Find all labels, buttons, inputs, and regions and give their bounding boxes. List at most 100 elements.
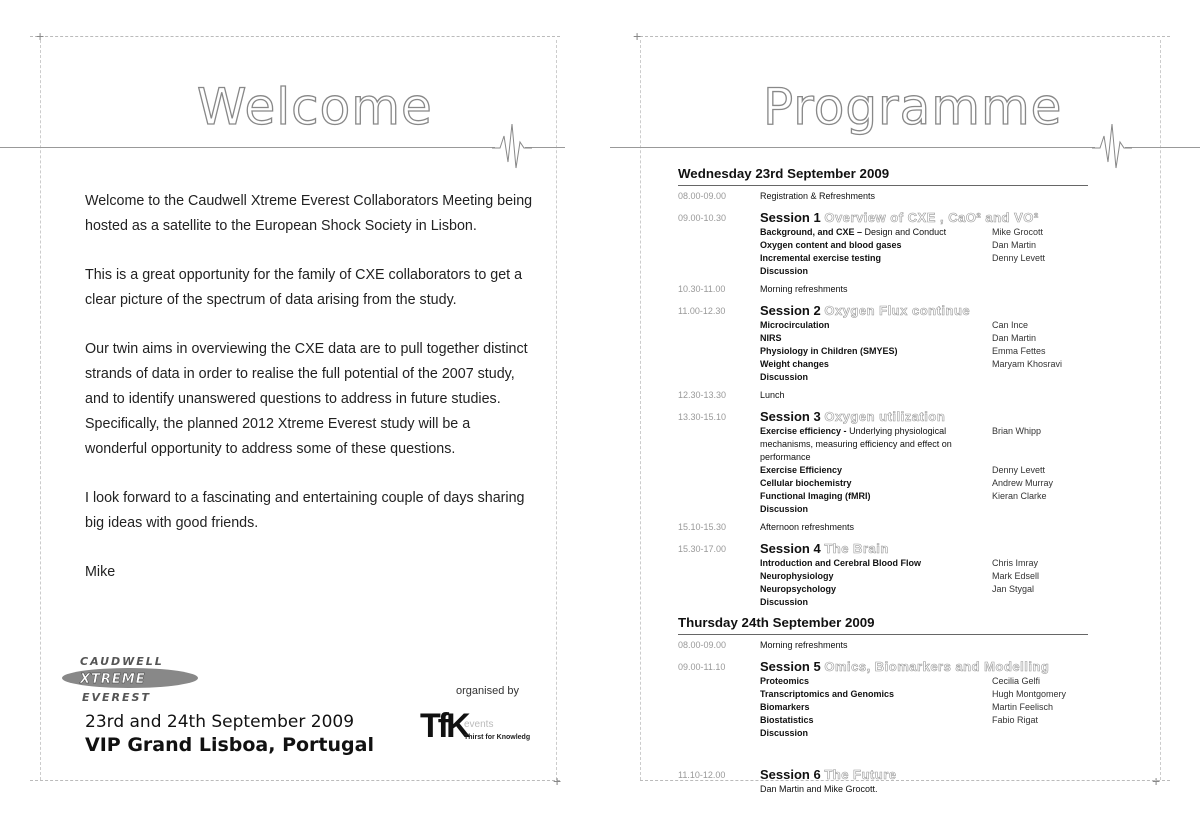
speaker-name: Martin Feelisch	[992, 702, 1054, 712]
registration-mark-icon: +	[553, 773, 562, 789]
session-topic: The Future	[824, 767, 897, 783]
speaker-name: Andrew Murray	[992, 478, 1054, 488]
session-block: 13.30-15.10 Session 3 Oxygen utilization E…	[678, 409, 1088, 516]
talk-item: Transcriptomics and Genomics Hugh Montgo…	[760, 688, 1088, 701]
talk-title: Physiology in Children (SMYES)	[760, 346, 898, 356]
divider	[0, 147, 495, 148]
talk-title: Functional Imaging (fMRI)	[760, 491, 871, 501]
divider	[525, 147, 565, 148]
talk-title: Incremental exercise testing	[760, 253, 882, 263]
crop-line	[640, 780, 1170, 781]
svg-text:EVEREST: EVEREST	[82, 691, 151, 704]
session-topic: Oxygen Flux continue	[824, 303, 971, 319]
talk-title: Introduction and Cerebral Blood Flow	[760, 558, 921, 568]
welcome-title: Welcome	[196, 77, 433, 136]
welcome-paragraph: Welcome to the Caudwell Xtreme Everest C…	[85, 193, 533, 234]
programme-title: Programme	[762, 77, 1063, 136]
session-number: Session 1	[760, 210, 821, 225]
break-time: 08.00-09.00	[678, 640, 727, 650]
speaker-name: Kieran Clarke	[992, 491, 1047, 501]
talk-item: Exercise efficiency - Underlying physiol…	[760, 425, 1088, 464]
talk-detail: Underlying physiological mechanisms, mea…	[760, 426, 952, 462]
break-label: Lunch	[760, 390, 785, 400]
speaker-name: Fabio Rigat	[992, 715, 1039, 725]
break-time: 15.10-15.30	[678, 522, 727, 532]
talk-item: Weight changes Maryam Khosravi	[760, 358, 1088, 371]
svg-text:TfK: TfK	[420, 707, 471, 745]
session-number: Session 2	[760, 303, 821, 318]
session-topic: Omics, Biomarkers and Modelling	[824, 659, 1050, 675]
speaker-name: Chris Imray	[992, 558, 1039, 568]
talk-title: Discussion	[760, 266, 809, 276]
speaker-name: Denny Levett	[992, 253, 1046, 263]
talk-title: Biostatistics	[760, 715, 814, 725]
session-block: 09.00-11.10 Session 5 Omics, Biomarkers a…	[678, 659, 1088, 740]
talk-title: Exercise Efficiency	[760, 465, 843, 475]
session-block: 11.00-12.30 Session 2 Oxygen Flux continu…	[678, 303, 1088, 384]
talk-title: Neurophysiology	[760, 571, 834, 581]
talk-title: Weight changes	[760, 359, 829, 369]
speaker-name: Maryam Khosravi	[992, 359, 1063, 369]
speaker-name: Emma Fettes	[992, 346, 1046, 356]
talk-item: Proteomics Cecilia Gelfi	[760, 675, 1088, 688]
talk-item: Biostatistics Fabio Rigat	[760, 714, 1088, 727]
caudwell-xtreme-everest-logo: CAUDWELL XTREME EVEREST	[62, 655, 198, 704]
divider	[1125, 147, 1200, 148]
talk-title: Background, and CXE –	[760, 227, 863, 237]
day-heading: Wednesday 23rd September 2009	[678, 166, 1088, 186]
programme-schedule: Wednesday 23rd September 2009 08.00-09.00…	[678, 166, 1088, 800]
session-number: Session 6	[760, 767, 821, 782]
talk-title: Discussion	[760, 728, 809, 738]
session-time: 15.30-17.00	[678, 544, 727, 554]
break-label: Registration & Refreshments	[760, 191, 876, 201]
crop-line	[1160, 40, 1161, 780]
break-time: 08.00-09.00	[678, 191, 727, 201]
talk-item: Dan Martin and Mike Grocott.	[760, 783, 1088, 796]
break-time: 10.30-11.00	[678, 284, 726, 294]
talk-item: Incremental exercise testing Denny Levet…	[760, 252, 1088, 265]
talk-title: Discussion	[760, 597, 809, 607]
talk-title: Biomarkers	[760, 702, 810, 712]
talk-detail: Design and Conduct	[864, 227, 947, 237]
svg-text:events: events	[464, 719, 493, 730]
crop-line	[640, 36, 1170, 37]
crop-line	[30, 780, 560, 781]
talk-item: Cellular biochemistry Andrew Murray	[760, 477, 1088, 490]
talk-item: Discussion	[760, 727, 1088, 740]
speaker-name: Brian Whipp	[992, 426, 1042, 436]
talk-title: Oxygen content and blood gases	[760, 240, 902, 250]
schedule-break: 15.10-15.30 Afternoon refreshments	[678, 520, 1088, 538]
session-time: 11.00-12.30	[678, 306, 726, 316]
event-dates: 23rd and 24th September 2009	[85, 712, 355, 732]
talk-item: Functional Imaging (fMRI) Kieran Clarke	[760, 490, 1088, 503]
registration-mark-icon: +	[1152, 773, 1161, 789]
break-time: 12.30-13.30	[678, 390, 727, 400]
svg-text:Thirst for Knowledge: Thirst for Knowledge	[464, 734, 530, 741]
talk-title: Exercise efficiency -	[760, 426, 847, 436]
speaker-name: Can Ince	[992, 320, 1029, 330]
session-topic: The Brain	[824, 541, 889, 557]
talk-item: Oxygen content and blood gases Dan Marti…	[760, 239, 1088, 252]
speaker-name: Dan Martin	[992, 333, 1037, 343]
schedule-break: 08.00-09.00 Morning refreshments	[678, 638, 1088, 656]
talk-item: Background, and CXE – Design and Conduct…	[760, 226, 1088, 239]
welcome-paragraph: This is a great opportunity for the fami…	[85, 267, 523, 308]
speaker-name: Cecilia Gelfi	[992, 676, 1041, 686]
session-number: Session 4	[760, 541, 821, 556]
welcome-paragraph: I look forward to a fascinating and ente…	[85, 490, 525, 531]
svg-text:XTREME: XTREME	[79, 672, 146, 687]
welcome-paragraph: Our twin aims in overviewing the CXE dat…	[85, 341, 528, 457]
talk-item: Exercise Efficiency Denny Levett	[760, 464, 1088, 477]
talk-title: Discussion	[760, 372, 809, 382]
talk-title: Transcriptomics and Genomics	[760, 689, 895, 699]
speaker-name: Denny Levett	[992, 465, 1046, 475]
talk-title: Microcirculation	[760, 320, 830, 330]
welcome-text: Welcome to the Caudwell Xtreme Everest C…	[85, 189, 535, 609]
divider	[610, 147, 1095, 148]
talk-item: Introduction and Cerebral Blood Flow Chr…	[760, 557, 1088, 570]
talk-item: Physiology in Children (SMYES) Emma Fett…	[760, 345, 1088, 358]
schedule-break: 10.30-11.00 Morning refreshments	[678, 282, 1088, 300]
session-block: 09.00-10.30 Session 1 Overview of CXE , C…	[678, 210, 1088, 278]
session-block: 15.30-17.00 Session 4 The Brain Introducti…	[678, 541, 1088, 609]
talk-title: NIRS	[760, 333, 782, 343]
